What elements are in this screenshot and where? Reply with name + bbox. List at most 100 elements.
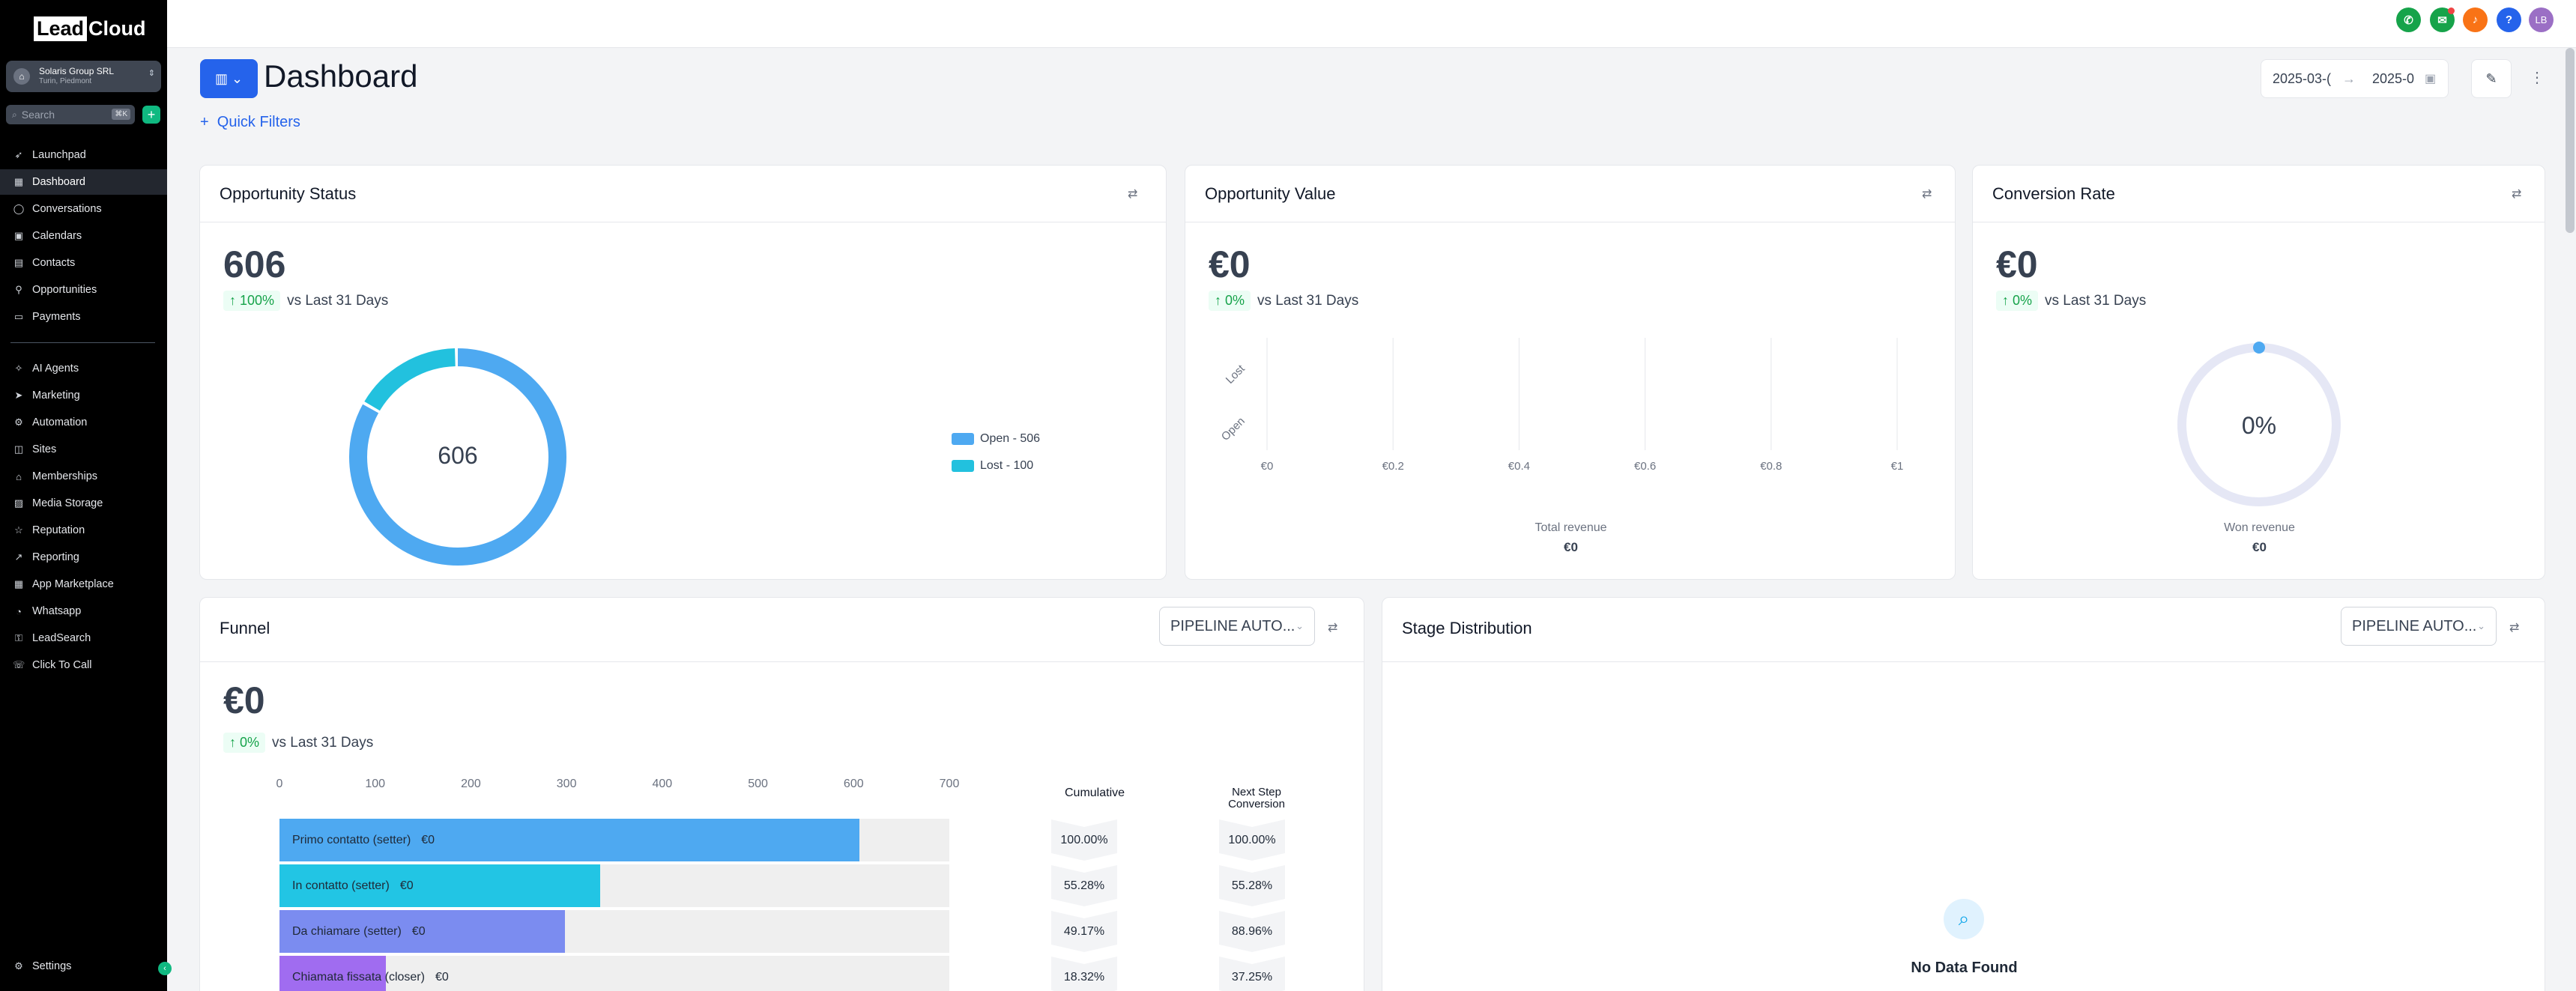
- avatar[interactable]: LB: [2529, 7, 2554, 32]
- sidebar-item-conversations[interactable]: ◯ Conversations: [0, 196, 167, 222]
- search-placeholder: Search: [21, 109, 55, 121]
- whatsapp-icon: ◔: [16, 605, 22, 617]
- sidebar-item-label: LeadSearch: [32, 632, 91, 644]
- search-input[interactable]: ⌕ Search ⌘K: [6, 105, 135, 124]
- next-step-conversion-value: 88.96%: [1219, 911, 1285, 952]
- pipeline-select[interactable]: PIPELINE AUTO... ⌄: [2341, 607, 2497, 646]
- apps-icon: ▦: [13, 578, 24, 590]
- x-tick-label: €1: [1891, 460, 1904, 473]
- chart-icon: ↗: [14, 551, 23, 563]
- funnel-stage-value: €0: [399, 879, 414, 892]
- sidebar-item-label: Settings: [32, 960, 72, 972]
- footer-label: Won revenue: [2224, 521, 2295, 534]
- funnel-bar[interactable]: Primo contatto (setter) €0: [279, 819, 859, 861]
- phone-button[interactable]: ✆: [2396, 7, 2421, 32]
- footer-value: €0: [2252, 540, 2267, 554]
- cumulative-value: 100.00%: [1051, 819, 1117, 861]
- sidebar-item-whatsapp[interactable]: ◔ Whatsapp: [0, 598, 167, 624]
- metric-value: €0: [1996, 243, 2038, 285]
- sidebar-item-sites[interactable]: ◫ Sites: [0, 437, 167, 462]
- sidebar-item-memberships[interactable]: ⌂ Memberships: [0, 464, 167, 489]
- sidebar-item-click-to-call[interactable]: ☏ Click To Call: [0, 652, 167, 678]
- funnel-bar[interactable]: In contatto (setter) €0: [279, 864, 600, 907]
- x-tick-label: €0: [1261, 460, 1274, 473]
- delta-value: 0%: [2013, 293, 2033, 308]
- footer-value: €0: [1564, 540, 1578, 554]
- funnel-bar-track: [279, 956, 949, 991]
- quick-add-button[interactable]: +: [142, 106, 160, 124]
- date-range-picker[interactable]: 2025-03-( → 2025-0 ▣: [2261, 59, 2449, 98]
- legend-item: Open - 506: [952, 425, 1040, 452]
- search-shortcut: ⌘K: [112, 109, 130, 120]
- donut-slice-open[interactable]: [349, 348, 566, 566]
- x-tick-label: 600: [843, 778, 864, 790]
- cumulative-value: 18.32%: [1051, 957, 1117, 991]
- swap-icon[interactable]: ⇄: [1922, 188, 1932, 201]
- search-icon: ⌕: [12, 109, 17, 120]
- metric-delta: ↑ 100% vs Last 31 Days: [223, 291, 388, 311]
- card-title: Opportunity Status: [220, 184, 357, 203]
- sidebar-item-dashboard[interactable]: ▦ Dashboard: [0, 169, 167, 195]
- edit-dashboard-button[interactable]: ✎: [2471, 59, 2512, 98]
- app-logo[interactable]: Lead Cloud: [34, 16, 146, 41]
- grid-icon: ▦: [13, 176, 24, 187]
- metric-delta: ↑ 0% vs Last 31 Days: [1209, 291, 1358, 311]
- card-title: Stage Distribution: [1402, 619, 1532, 637]
- empty-search-icon: ⌕: [1944, 899, 1984, 939]
- metric-delta: ↑ 0% vs Last 31 Days: [223, 733, 373, 753]
- notifications-button[interactable]: ♪: [2463, 7, 2488, 32]
- sidebar-item-reputation[interactable]: ☆ Reputation: [0, 518, 167, 543]
- funnel-card: Funnel PIPELINE AUTO... ⌄ ⇄ €0 ↑ 0% vs La…: [199, 597, 1364, 991]
- empty-state-text: No Data Found: [1911, 960, 2018, 976]
- swap-icon[interactable]: ⇄: [1328, 622, 1338, 634]
- sidebar-item-contacts[interactable]: ▤ Contacts: [0, 250, 167, 276]
- funnel-bar[interactable]: Chiamata fissata (closer) €0: [279, 956, 449, 991]
- sidebar-item-marketing[interactable]: ➤ Marketing: [0, 383, 167, 408]
- sidebar-item-automation[interactable]: ⚙ Automation: [0, 410, 167, 435]
- swap-icon[interactable]: ⇄: [1128, 188, 1138, 201]
- sidebar-item-payments[interactable]: ▭ Payments: [0, 304, 167, 330]
- sidebar-item-label: Click To Call: [32, 659, 92, 671]
- arrow-right-icon: →: [2342, 71, 2356, 86]
- delta-label: vs Last 31 Days: [2045, 292, 2147, 309]
- swap-icon[interactable]: ⇄: [2512, 188, 2522, 201]
- dashboard-switcher-button[interactable]: ▥ ⌄: [200, 59, 258, 98]
- help-button[interactable]: ?: [2497, 7, 2521, 32]
- funnel-bar[interactable]: Da chiamare (setter) €0: [279, 910, 565, 953]
- pipeline-select[interactable]: PIPELINE AUTO... ⌄: [1159, 607, 1315, 646]
- funnel-stage-value: €0: [411, 924, 426, 938]
- building-icon: ⌂: [13, 68, 30, 85]
- x-tick-label: 100: [365, 778, 386, 790]
- x-tick-label: 200: [461, 778, 481, 790]
- more-options-button[interactable]: ⋮: [2530, 68, 2545, 87]
- sidebar-item-launchpad[interactable]: ➶ Launchpad: [0, 142, 167, 168]
- send-icon: ➤: [14, 390, 23, 401]
- legend-label: Lost - 100: [980, 459, 1034, 472]
- page-scrollbar[interactable]: [2566, 48, 2575, 233]
- sidebar-item-app-marketplace[interactable]: ▦ App Marketplace: [0, 572, 167, 597]
- quick-filters-button[interactable]: + Quick Filters: [200, 114, 300, 130]
- sidebar-item-leadsearch[interactable]: ⚿ LeadSearch: [0, 625, 167, 651]
- sidebar-item-label: Dashboard: [32, 176, 85, 188]
- sidebar-item-label: Reporting: [32, 551, 79, 563]
- account-switcher[interactable]: ⌂ Solaris Group SRL Turin, Piedmont ⇕: [6, 61, 161, 92]
- collapse-sidebar-button[interactable]: ‹: [158, 962, 172, 975]
- gauge-center-value: 0%: [2242, 412, 2276, 439]
- cumulative-value: 55.28%: [1051, 865, 1117, 906]
- opportunity-value-card: Opportunity Value ⇄ €0 ↑ 0% vs Last 31 D…: [1185, 165, 1956, 580]
- sidebar-item-ai-agents[interactable]: ✧ AI Agents: [0, 356, 167, 381]
- chevron-down-icon: ⌄: [2477, 620, 2485, 631]
- avatar-initials: LB: [2535, 14, 2548, 25]
- sidebar-item-opportunities[interactable]: ⚲ Opportunities: [0, 277, 167, 303]
- date-to: 2025-0: [2372, 71, 2415, 86]
- sidebar-item-settings[interactable]: ⚙ Settings: [0, 954, 167, 979]
- calendar-icon: ▣: [2425, 73, 2437, 85]
- announcements-button[interactable]: ✉: [2430, 7, 2455, 32]
- swap-icon[interactable]: ⇄: [2509, 622, 2520, 634]
- sidebar-item-reporting[interactable]: ↗ Reporting: [0, 545, 167, 570]
- sidebar-item-media-storage[interactable]: ▨ Media Storage: [0, 491, 167, 516]
- megaphone-icon: ✉: [2437, 13, 2447, 27]
- sidebar-item-label: Calendars: [32, 230, 82, 242]
- star-icon: ☆: [14, 524, 23, 536]
- sidebar-item-calendars[interactable]: ▣ Calendars: [0, 223, 167, 249]
